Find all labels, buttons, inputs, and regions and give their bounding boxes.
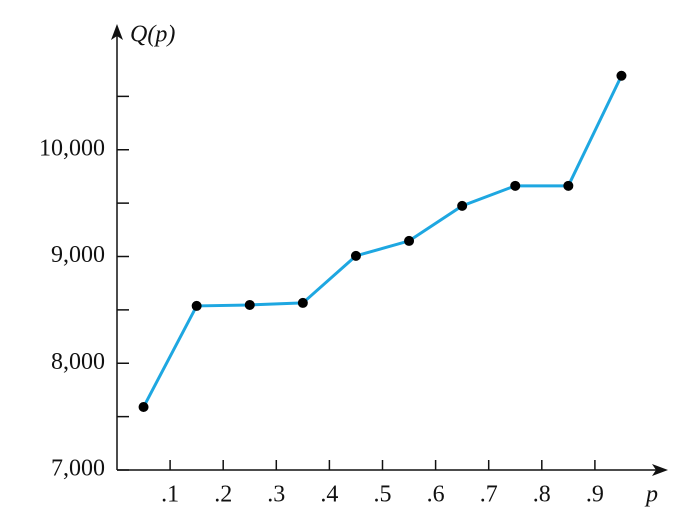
- y-tick-label: 10,000: [39, 135, 105, 161]
- x-tick-label: .8: [533, 482, 551, 508]
- line: [142, 75, 623, 408]
- x-axis-label: p: [644, 482, 658, 508]
- point: [191, 300, 202, 311]
- point: [616, 70, 627, 81]
- x-tick-label: .3: [267, 482, 285, 508]
- x-tick-label: .1: [161, 482, 179, 508]
- x-arrow: [652, 464, 668, 476]
- y-tick-label: 7,000: [51, 456, 105, 482]
- point: [350, 250, 361, 261]
- point: [563, 180, 574, 191]
- point: [404, 235, 415, 246]
- x-tick-label: .7: [480, 482, 498, 508]
- point: [138, 402, 149, 413]
- y-tick-label: 8,000: [51, 349, 105, 375]
- y-axis-label: Q(p): [130, 22, 175, 48]
- point: [297, 297, 308, 308]
- y-tick-label: 9,000: [51, 242, 105, 268]
- x-tick-label: .5: [374, 482, 392, 508]
- point: [244, 299, 255, 310]
- point: [510, 180, 521, 191]
- x-tick-label: .4: [320, 482, 338, 508]
- point: [457, 200, 468, 211]
- x-tick-label: .6: [427, 482, 445, 508]
- y-arrow: [111, 24, 123, 40]
- x-tick-label: .2: [214, 482, 232, 508]
- x-tick-label: .9: [586, 482, 604, 508]
